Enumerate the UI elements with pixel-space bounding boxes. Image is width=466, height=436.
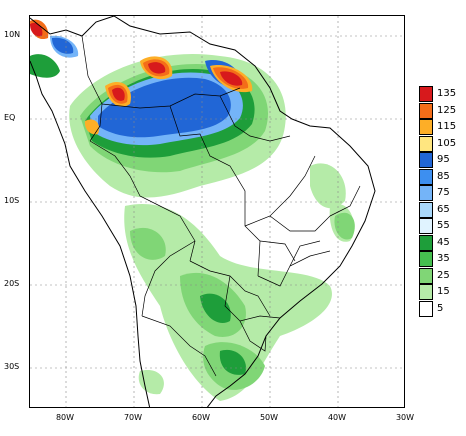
legend-swatch [419, 185, 433, 201]
rain-field-heavy [30, 22, 43, 37]
lat-label-30s: 30S [4, 362, 20, 371]
legend-swatch [419, 168, 433, 185]
rain-field-heavy [148, 62, 166, 74]
color-legend: 135 125 115 105 95 85 75 65 55 45 35 25 15 5 [419, 86, 463, 342]
legend-label: 135 [437, 88, 457, 99]
lon-label-70w: 70W [123, 413, 143, 422]
legend-label: 75 [437, 187, 450, 198]
legend-label: 115 [437, 121, 457, 132]
legend-swatch [419, 300, 433, 317]
legend-label: 55 [437, 220, 450, 231]
lon-label-80w: 80W [55, 413, 75, 422]
legend-label: 45 [437, 236, 450, 248]
lon-label-30w: 30W [395, 413, 415, 422]
rain-field-blue [98, 77, 231, 138]
legend-swatch [419, 284, 433, 300]
lat-label-10n: 10N [4, 30, 21, 39]
rain-field-dark [30, 54, 60, 78]
legend-swatch [419, 201, 433, 218]
legend-swatch [419, 119, 433, 135]
legend-label: 85 [437, 170, 450, 182]
legend-label: 105 [437, 137, 457, 149]
lon-label-60w: 60W [191, 413, 211, 422]
rain-field-light [310, 163, 346, 209]
rain-field-heavy [220, 71, 243, 86]
lon-label-40w: 40W [327, 413, 347, 422]
rain-field-dark [200, 293, 231, 324]
precipitation-map [30, 16, 404, 407]
legend-swatch [419, 86, 433, 102]
rain-field-heavy [112, 87, 125, 101]
lat-label-eq: EQ [4, 113, 16, 122]
lat-label-20s: 20S [4, 279, 20, 288]
south-america-coastline [30, 16, 376, 407]
graticule [30, 16, 404, 407]
legend-label: 65 [437, 203, 450, 215]
legend-swatch [419, 218, 433, 234]
legend-label: 35 [437, 253, 450, 264]
legend-swatch [419, 102, 433, 119]
rain-field-blue [52, 37, 74, 54]
legend-label: 25 [437, 269, 450, 281]
lon-label-50w: 50W [259, 413, 279, 422]
legend-swatch [419, 234, 433, 251]
legend-swatch [419, 267, 433, 284]
rain-shading [30, 19, 355, 401]
rain-field-dark [219, 349, 246, 375]
legend-swatch [419, 135, 433, 152]
legend-label: 5 [437, 302, 444, 314]
legend-label: 125 [437, 104, 457, 116]
legend-label: 95 [437, 154, 450, 165]
lat-label-10s: 10S [4, 196, 20, 205]
rain-field-medium [130, 227, 166, 260]
legend-label: 15 [437, 286, 450, 297]
rain-field-medium [334, 212, 355, 240]
country-borders [81, 35, 361, 377]
legend-swatch [419, 251, 433, 267]
legend-swatch [419, 152, 433, 168]
rain-field-yellow [84, 119, 100, 135]
map-panel [29, 15, 405, 408]
